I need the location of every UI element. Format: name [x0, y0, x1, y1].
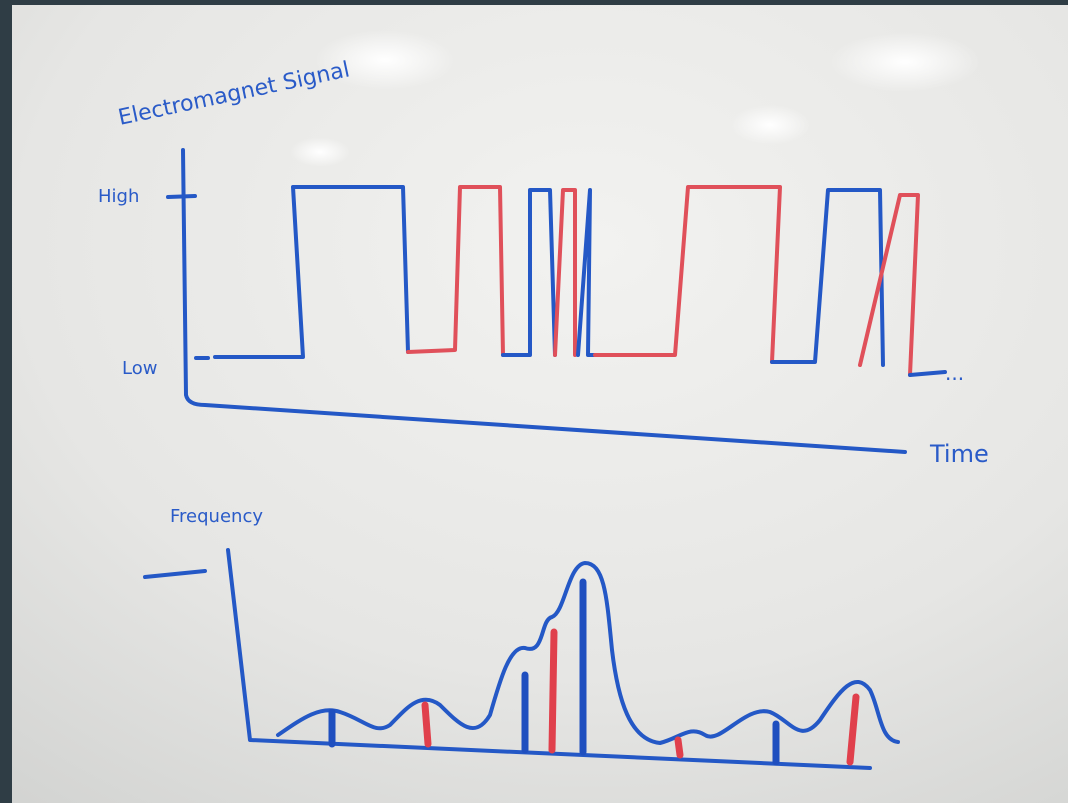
glare — [290, 137, 350, 167]
bar — [552, 632, 554, 750]
glare — [730, 105, 810, 145]
bar — [425, 705, 428, 744]
glare — [830, 32, 980, 92]
y-axis-label: Frequency — [170, 506, 263, 527]
board — [12, 5, 1068, 803]
low-label: Low — [122, 358, 157, 379]
bar — [678, 740, 680, 755]
x-axis-label: Time — [929, 440, 989, 468]
ellipsis: ... — [945, 361, 964, 385]
high-label: High — [98, 186, 139, 207]
whiteboard-photo: Electromagnet Signal High Low Time ... F… — [0, 0, 1068, 803]
